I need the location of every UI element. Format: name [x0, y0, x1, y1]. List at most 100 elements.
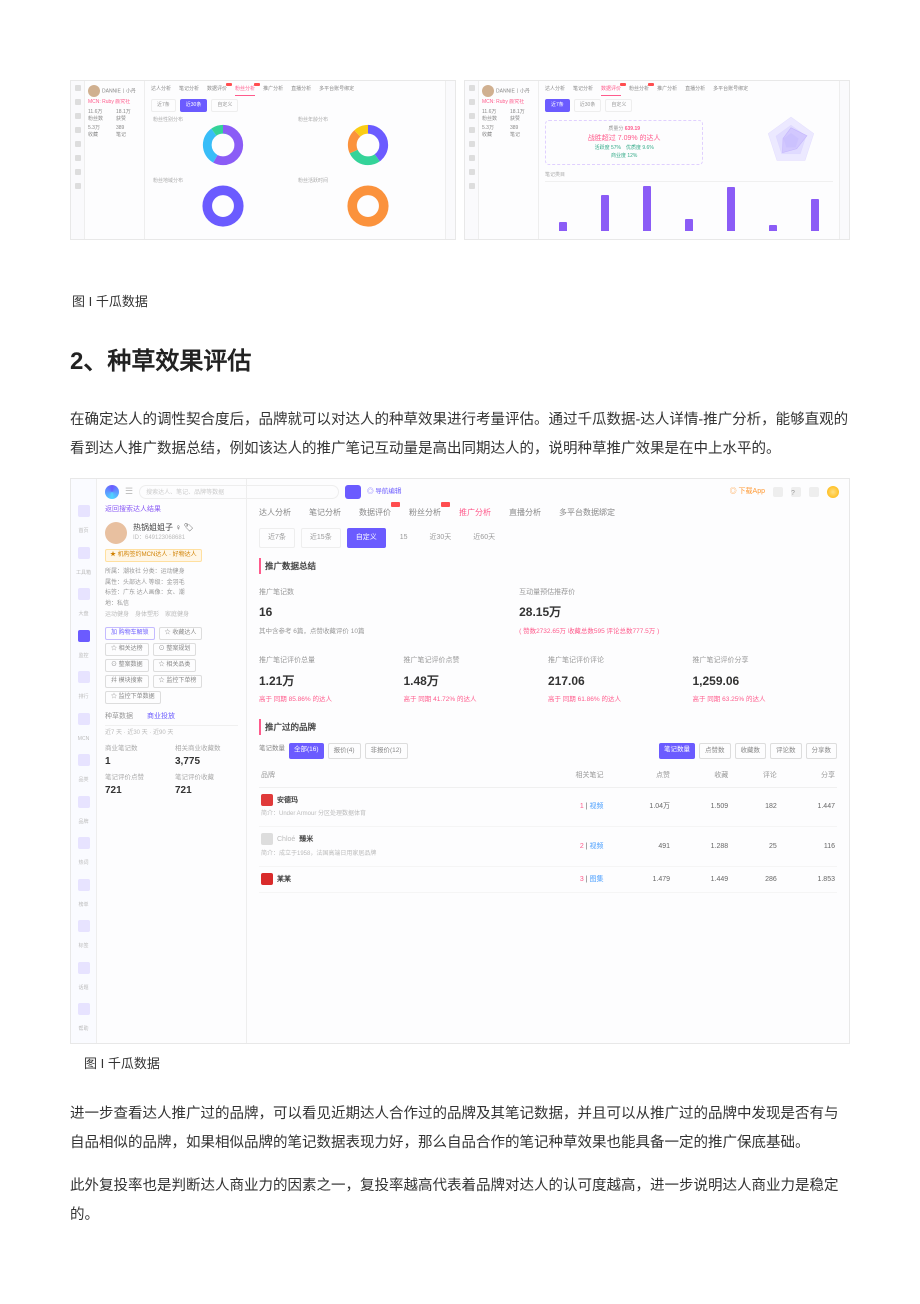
tab-seed-data[interactable]: 种草数据 [105, 712, 133, 723]
mini-tab[interactable]: 推广分析 [657, 85, 677, 96]
side-action-chip[interactable]: 幷 模块搜索 [105, 675, 149, 688]
leftnav-item-icon[interactable] [78, 713, 90, 725]
filter-tag[interactable]: 点赞数 [699, 743, 731, 759]
leftnav-item-icon[interactable] [78, 588, 90, 600]
leftnav-item-icon[interactable] [78, 796, 90, 808]
mini-leftnav [465, 81, 479, 239]
subtab[interactable]: 自定义 [347, 528, 386, 547]
dashboard-screenshot: ☰ 搜索达人、笔记、品牌等数据 ◎ 导航编辑 ◎ 下载App ? 首页工具箱大盘… [70, 478, 850, 1044]
mini-tab[interactable]: 数据评价 [207, 85, 227, 96]
subtab-extra[interactable]: 近30天 [422, 529, 460, 546]
mini-right-rail [839, 81, 849, 239]
side-action-chip[interactable]: ☆ 监控下单数据 [105, 691, 161, 704]
mini-tab[interactable]: 多平台账号绑定 [713, 85, 748, 96]
mini-tab[interactable]: 多平台账号绑定 [319, 85, 354, 96]
range-button[interactable]: 自定义 [211, 99, 238, 113]
dash-main-tabs: 达人分析 笔记分析 数据评价 粉丝分析 推广分析 直播分析 多平台数据绑定 [259, 505, 837, 520]
bar [643, 186, 651, 231]
table-row[interactable]: Chloé臻米简介：成立于1958，法国高端日用家居品牌2 | 视频4911.2… [259, 827, 837, 867]
leftnav-item-icon[interactable] [78, 1003, 90, 1015]
mini-tab[interactable]: 笔记分析 [573, 85, 593, 96]
mini-tab[interactable]: 粉丝分析 [235, 85, 255, 96]
side-action-chips: 加 购物车解锁 ☆ 收藏达人 ☆ 相关达榜 ⊙ 整案规划 ⊙ 整案数据 ☆ 相关品类幷 模… [105, 627, 238, 704]
subtab[interactable]: 近15条 [301, 528, 341, 547]
quality-metric-box: 质量分 639.19 战胜超过 7.09% 的达人 活跃度 57% 优质度 9.… [545, 120, 703, 165]
main-tab[interactable]: 多平台数据绑定 [559, 505, 615, 520]
subtab-extra[interactable]: 近60天 [465, 529, 503, 546]
side-action-chip[interactable]: ⊙ 整案规划 [153, 643, 197, 656]
table-row[interactable]: 某某3 | 图集1.4791.4492861.853 [259, 866, 837, 892]
range-button[interactable]: 近7条 [151, 99, 176, 113]
bar [811, 199, 819, 231]
subtab-extra[interactable]: 15 [392, 529, 416, 546]
leftnav-item-icon[interactable] [78, 920, 90, 932]
side-action-chip[interactable]: ☆ 收藏达人 [159, 627, 203, 640]
help-icon[interactable]: ? [791, 487, 801, 497]
mini-tab[interactable]: 直播分析 [291, 85, 311, 96]
leftnav-item-icon[interactable] [78, 630, 90, 642]
side-action-chip[interactable]: ☆ 监控下单榜 [153, 675, 203, 688]
mini-tab[interactable]: 达人分析 [151, 85, 171, 96]
filter-tag[interactable]: 报价(4) [328, 743, 361, 759]
side-action-chip[interactable]: ⊙ 整案数据 [105, 659, 149, 672]
leftnav-item-icon[interactable] [78, 754, 90, 766]
table-header: 分享 [779, 765, 837, 787]
theme-icon[interactable] [827, 486, 839, 498]
main-tab[interactable]: 达人分析 [259, 505, 291, 520]
mini-tab[interactable]: 粉丝分析 [629, 85, 649, 96]
mini-tab[interactable]: 数据评价 [601, 85, 621, 96]
filter-tag[interactable]: 评论数 [770, 743, 802, 759]
mini-range-btns-left: 近7条近30条自定义 [151, 99, 439, 113]
tab-commercial[interactable]: 商业投放 [147, 712, 175, 723]
main-tab[interactable]: 推广分析 [459, 505, 491, 520]
leftnav-item-label: 标签 [78, 942, 88, 952]
filter-tag[interactable]: 非报价(12) [365, 743, 408, 759]
donut-chart: 粉丝地域分布 [151, 177, 294, 236]
table-row[interactable]: 安德玛简介：Under Armour 分区处理数据体育1 | 视频1.04万1.… [259, 787, 837, 827]
filter-tag[interactable]: 笔记数量 [659, 743, 695, 759]
side-action-chip[interactable]: 加 购物车解锁 [105, 627, 155, 640]
gear-icon[interactable] [809, 487, 819, 497]
search-button[interactable] [345, 485, 361, 499]
subtab[interactable]: 近7条 [259, 528, 295, 547]
leftnav-item-icon[interactable] [78, 962, 90, 974]
side-action-chip[interactable]: ☆ 相关达榜 [105, 643, 149, 656]
stat-block: 推广笔记评价分享1,259.06高于 同期 63.25% 的达人 [693, 650, 838, 710]
menu-icon[interactable]: ☰ [125, 483, 133, 500]
range-button[interactable]: 近30条 [180, 99, 208, 113]
main-tab[interactable]: 笔记分析 [309, 505, 341, 520]
filter-tag[interactable]: 分享数 [806, 743, 838, 759]
stats-row-1: 推广笔记数16其中含参考 6篇，点赞收藏评价 10篇互动量预估推荐价28.15万… [259, 582, 837, 642]
side-action-chip[interactable]: ☆ 相关品类 [153, 659, 197, 672]
mini-tab[interactable]: 直播分析 [685, 85, 705, 96]
search-input[interactable]: 搜索达人、笔记、品牌等数据 [139, 485, 339, 499]
leftnav-item-icon[interactable] [78, 837, 90, 849]
leftnav-item-icon[interactable] [78, 879, 90, 891]
topbar-icon[interactable] [773, 487, 783, 497]
filter-tag[interactable]: 收藏数 [735, 743, 767, 759]
brand-table-toolbar: 笔记数量全部(16)报价(4)非报价(12) 笔记数量点赞数收藏数评论数分享数 [259, 743, 837, 759]
filter-tag[interactable]: 全部(16) [289, 743, 324, 759]
main-tab[interactable]: 直播分析 [509, 505, 541, 520]
leftnav-item-label: MCN [78, 735, 89, 745]
mini-tab[interactable]: 达人分析 [545, 85, 565, 96]
mini-tab[interactable]: 推广分析 [263, 85, 283, 96]
section-promoted-brands-title: 推广过的品牌 [259, 719, 837, 735]
dash-leftnav: 首页工具箱大盘监控排行MCN品类品牌热词榜单标签话题帮助 [71, 479, 97, 1043]
breadcrumb-back[interactable]: 返回搜索达人结果 [105, 505, 238, 516]
donut-chart: 粉丝活跃时间 [296, 177, 439, 236]
leftnav-item-icon[interactable] [78, 671, 90, 683]
table-header: 相关笔记 [519, 765, 605, 787]
nav-edit-button[interactable]: ◎ 导航编辑 [367, 486, 401, 498]
main-tab[interactable]: 数据评价 [359, 505, 391, 520]
leftnav-item-label: 品类 [78, 776, 88, 786]
leftnav-item-label: 帮助 [78, 1025, 88, 1035]
leftnav-item-icon[interactable] [78, 547, 90, 559]
main-tab[interactable]: 粉丝分析 [409, 505, 441, 520]
leftnav-item-label: 品牌 [78, 818, 88, 828]
mini-right-rail [445, 81, 455, 239]
mini-tab[interactable]: 笔记分析 [179, 85, 199, 96]
leftnav-item-icon[interactable] [78, 505, 90, 517]
download-app-link[interactable]: ◎ 下载App [730, 485, 765, 498]
mini-tabs-right: 达人分析笔记分析数据评价粉丝分析推广分析直播分析多平台账号绑定 [545, 85, 833, 96]
